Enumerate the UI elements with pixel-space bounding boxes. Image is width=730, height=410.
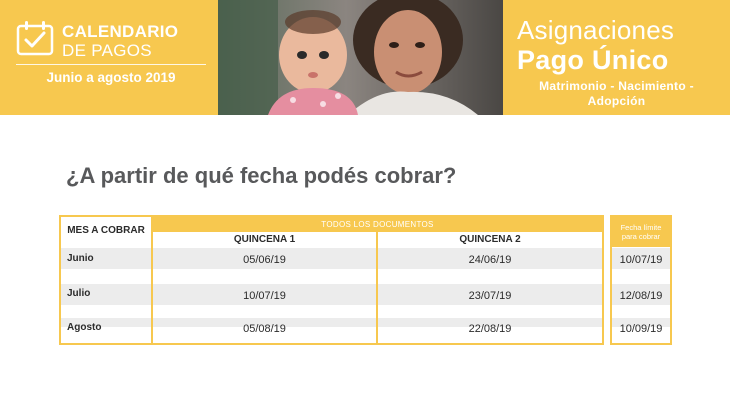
cell-quincena-1: 05/06/19 (243, 254, 286, 266)
cell-mes: Julio (67, 288, 91, 299)
subtitle-line-2: Adopción (587, 94, 646, 108)
header-quincena-1: QUINCENA 1 (233, 234, 296, 245)
deadline-table: Fecha límite para cobrar 10/07/19 12/08/… (610, 215, 672, 345)
column-mes: MES A COBRAR (61, 217, 153, 343)
header-todos-los-documentos: TODOS LOS DOCUMENTOS (153, 217, 602, 232)
group-header-label: TODOS LOS DOCUMENTOS (321, 220, 434, 229)
brand-divider (16, 64, 206, 65)
cell-quincena-2: 24/06/19 (468, 254, 512, 266)
header-mes-a-cobrar: MES A COBRAR (67, 225, 145, 236)
cell-quincena-2: 23/07/19 (468, 290, 512, 302)
title-block: Asignaciones Pago Único Matrimonio - Nac… (503, 0, 730, 115)
subtitle-line-1: Matrimonio - Nacimiento - (539, 79, 694, 93)
page-question: ¿A partir de qué fecha podés cobrar? (66, 163, 457, 188)
quincena-divider (376, 232, 378, 343)
brand-block: CALENDARIO DE PAGOS Junio a agosto 2019 (0, 0, 218, 115)
cell-quincena-1: 05/08/19 (243, 323, 286, 335)
cell-quincena-1: 10/07/19 (243, 290, 286, 302)
brand-line-2: DE PAGOS (62, 41, 152, 60)
header-fecha-limite: Fecha límite para cobrar (612, 217, 670, 247)
payment-table: MES A COBRAR TODOS LOS DOCUMENTOS QUINCE… (59, 215, 604, 345)
row-band-julio (612, 284, 670, 305)
header-band: CALENDARIO DE PAGOS Junio a agosto 2019 (0, 0, 730, 115)
cell-fecha-limite: 10/07/19 (619, 254, 663, 266)
row-band-agosto (612, 318, 670, 327)
row-band-junio (61, 248, 602, 269)
mother-and-baby-photo (218, 0, 503, 115)
cell-mes: Agosto (67, 322, 102, 333)
row-band-junio (612, 248, 670, 269)
title-asignaciones: Asignaciones (517, 15, 675, 45)
cell-mes: Junio (67, 253, 94, 264)
fecha-limite-line-1: Fecha límite (620, 223, 662, 232)
cell-quincena-2: 22/08/19 (468, 323, 512, 335)
calendar-check-icon (16, 20, 54, 56)
row-band-julio (61, 284, 602, 305)
cell-fecha-limite: 10/09/19 (619, 323, 663, 335)
title-subtitle: Matrimonio - Nacimiento - Adopción (503, 79, 730, 109)
header-quincena-2: QUINCENA 2 (459, 234, 521, 245)
cell-fecha-limite: 12/08/19 (619, 290, 663, 302)
title-pago-unico: Pago Único (517, 45, 669, 75)
brand-line-1: CALENDARIO (62, 22, 179, 41)
row-band-agosto (61, 318, 602, 327)
fecha-limite-line-2: para cobrar (621, 232, 661, 241)
brand-period: Junio a agosto 2019 (46, 70, 176, 85)
